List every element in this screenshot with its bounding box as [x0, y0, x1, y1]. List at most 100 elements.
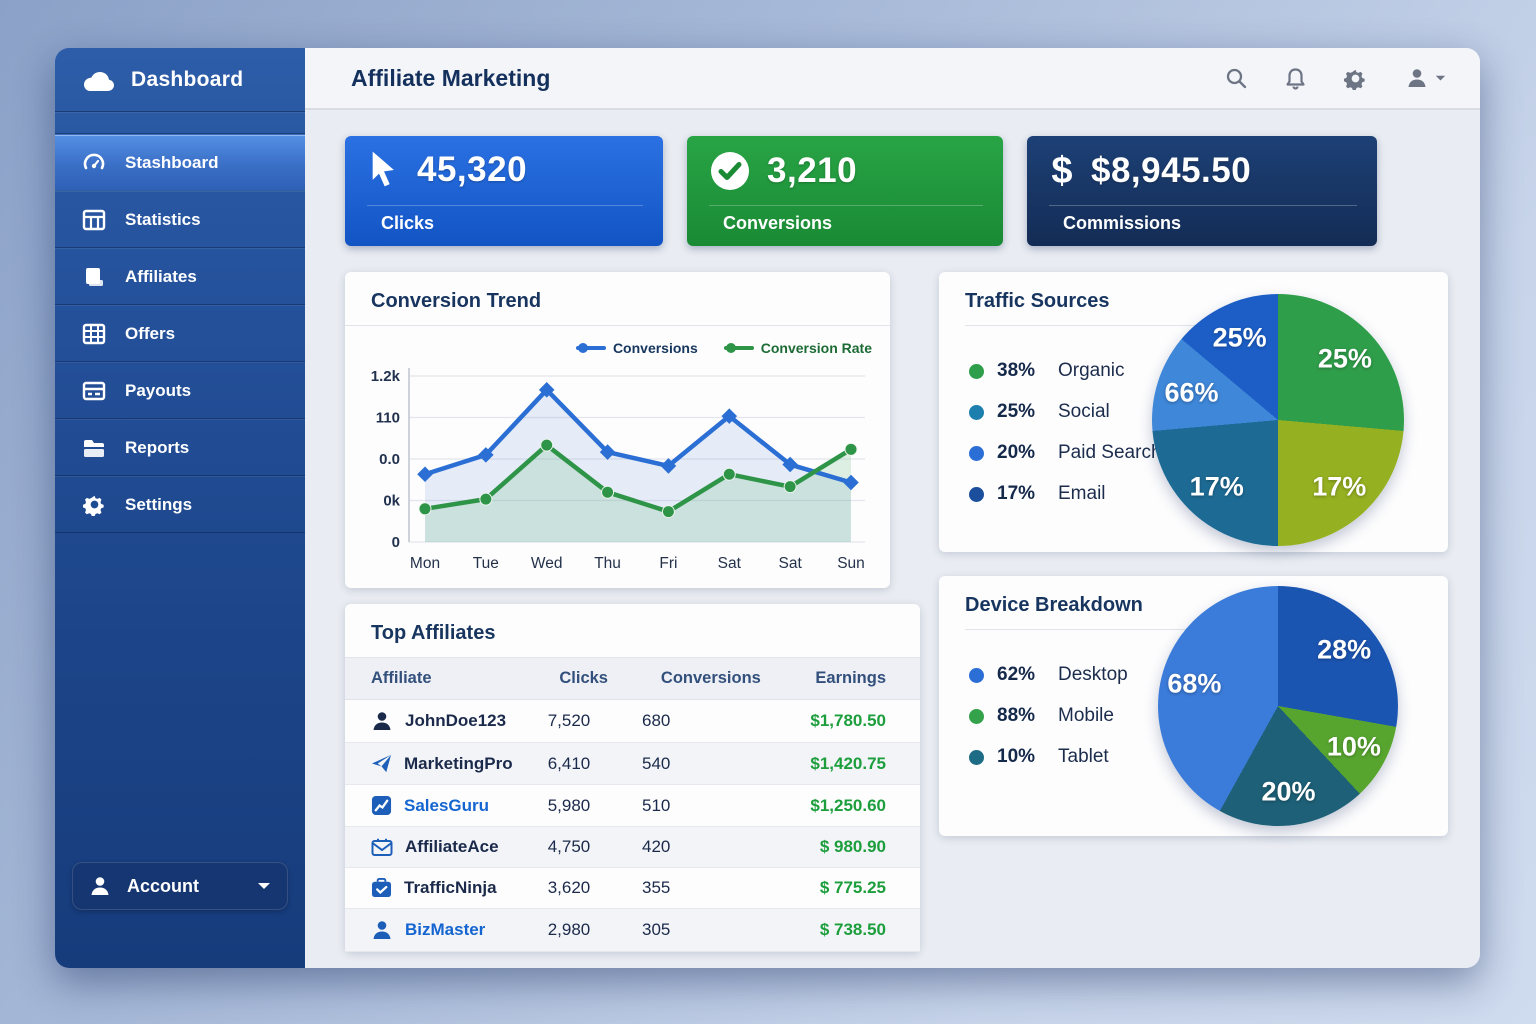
clicks-cell: 3,620: [547, 867, 642, 909]
sidebar-item-reports[interactable]: Reports: [55, 419, 305, 476]
kpi-card-clicks[interactable]: 45,320 Clicks: [345, 136, 663, 246]
sidebar-item-stashboard[interactable]: Stashboard: [55, 134, 305, 191]
content: 45,320 Clicks 3,210 Conversions $ $8,945.50 Co…: [305, 110, 1480, 968]
legend-dot: [969, 749, 984, 765]
check-circle-icon: [709, 150, 751, 192]
kpi-card-conversions[interactable]: 3,210 Conversions: [687, 136, 1003, 246]
table-icon: [81, 209, 107, 231]
sidebar-item-settings[interactable]: Settings: [55, 476, 305, 533]
legend-dot: [969, 486, 984, 502]
column-header-clicks[interactable]: Clicks: [547, 657, 642, 700]
table-row[interactable]: TrafficNinja 3,620 355 $ 775.25: [345, 867, 920, 909]
table-row[interactable]: AffiliateAce 4,750 420 $ 980.90: [345, 826, 920, 868]
device-legend: 62% Desktop 88% Mobile 10% Tablet: [969, 664, 1128, 787]
search-icon[interactable]: [1225, 67, 1247, 89]
pie-slice-label: 17%: [1189, 471, 1244, 502]
legend-dot: [969, 404, 984, 420]
chart-flag-icon: [371, 795, 392, 816]
legend-item: 20% Paid Search: [969, 442, 1162, 464]
legend-item: 10% Tablet: [969, 746, 1128, 768]
affiliate-name[interactable]: AffiliateAce: [345, 837, 538, 857]
svg-text:Mon: Mon: [410, 555, 440, 572]
page-title: Affiliate Marketing: [351, 64, 551, 91]
svg-text:Wed: Wed: [531, 555, 563, 572]
sidebar-divider: [55, 112, 305, 134]
table-row[interactable]: JohnDoe123 7,520 680 $1,780.50: [345, 699, 920, 743]
sidebar-item-label: Reports: [125, 437, 190, 457]
earnings-cell: $1,420.75: [794, 742, 920, 785]
kpi-value: 3,210: [767, 151, 858, 190]
legend-label: Desktop: [1058, 664, 1128, 685]
legend-item: 38% Organic: [969, 360, 1162, 382]
logo-label: Dashboard: [131, 67, 244, 91]
clicks-cell: 5,980: [547, 784, 642, 827]
envelope-icon: [371, 837, 393, 857]
legend-swatch: [723, 343, 754, 353]
traffic-legend: 38% Organic 25% Social 20% Paid Search 17% Emai…: [969, 360, 1162, 524]
kpi-card-commissions[interactable]: $ $8,945.50 Commissions: [1027, 136, 1377, 246]
legend-item: 62% Desktop: [969, 664, 1128, 686]
gear-icon[interactable]: [1344, 67, 1367, 90]
user-menu-icon[interactable]: [1405, 67, 1446, 89]
clicks-cell: 2,980: [547, 908, 642, 952]
column-header-conversions[interactable]: Conversions: [642, 657, 795, 700]
earnings-cell: $ 738.50: [794, 908, 920, 952]
sidebar: Dashboard Stashboard Statistics Affiliates…: [55, 48, 305, 968]
legend-label: Mobile: [1058, 705, 1114, 726]
affiliate-name[interactable]: JohnDoe123: [345, 710, 538, 732]
legend-item: Conversions: [575, 340, 698, 356]
sidebar-item-offers[interactable]: Offers: [55, 305, 305, 362]
caret-down-icon: [257, 882, 271, 891]
sidebar-item-statistics[interactable]: Statistics: [55, 191, 305, 248]
person-icon: [371, 710, 393, 732]
svg-text:$: $: [1051, 150, 1072, 192]
clicks-cell: 6,410: [547, 742, 642, 785]
chart-legend: Conversions Conversion Rate: [575, 340, 872, 356]
svg-text:0: 0: [392, 534, 400, 551]
legend-label: Conversion Rate: [760, 340, 872, 356]
kpi-value: 45,320: [417, 150, 528, 189]
caret-down-icon: [1435, 74, 1446, 83]
earnings-cell: $1,250.60: [794, 784, 920, 827]
bell-icon[interactable]: [1285, 67, 1306, 90]
legend-percent: 20%: [997, 442, 1036, 463]
app-logo[interactable]: Dashboard: [55, 48, 305, 112]
sidebar-item-affiliates[interactable]: Affiliates: [55, 248, 305, 305]
legend-swatch: [575, 343, 606, 353]
kpi-row: 45,320 Clicks 3,210 Conversions $ $8,945.50 Co…: [345, 136, 1448, 246]
legend-percent: 62%: [997, 664, 1036, 685]
svg-text:Thu: Thu: [594, 555, 621, 572]
main-area: Affiliate Marketing 45,320 Clicks 3,210 Con…: [305, 48, 1480, 968]
affiliate-name[interactable]: TrafficNinja: [345, 878, 538, 898]
conversion-trend-card: Conversion Trend Conversions Conversion R…: [345, 272, 890, 588]
top-header: Affiliate Marketing: [305, 48, 1480, 110]
table-row[interactable]: MarketingPro 6,410 540 $1,420.75: [345, 742, 920, 785]
table-row[interactable]: SalesGuru 5,980 510 $1,250.60: [345, 784, 920, 827]
svg-text:110: 110: [376, 410, 400, 427]
app-window: Dashboard Stashboard Statistics Affiliates…: [55, 48, 1480, 968]
pie-slice-label: 10%: [1326, 731, 1381, 762]
legend-label: Email: [1058, 483, 1106, 504]
svg-text:0.0: 0.0: [379, 451, 400, 468]
account-label: Account: [127, 875, 199, 896]
legend-item: 25% Social: [969, 401, 1162, 423]
pie-slice-label: 20%: [1261, 776, 1316, 807]
traffic-sources-card: Traffic Sources 38% Organic 25% Social 20% Pa…: [939, 272, 1448, 552]
clicks-cell: 7,520: [547, 699, 642, 743]
account-button[interactable]: Account: [72, 862, 288, 910]
sidebar-item-label: Stashboard: [125, 152, 219, 172]
person-icon: [371, 919, 393, 941]
sidebar-item-payouts[interactable]: Payouts: [55, 362, 305, 419]
column-header-affiliate[interactable]: Affiliate: [345, 657, 548, 700]
affiliate-name[interactable]: SalesGuru: [345, 795, 538, 816]
conversions-cell: 540: [642, 742, 795, 785]
column-header-earnings[interactable]: Earnings: [794, 657, 920, 700]
svg-text:Sat: Sat: [718, 555, 742, 572]
table-row[interactable]: BizMaster 2,980 305 $ 738.50: [345, 908, 920, 952]
affiliate-name[interactable]: MarketingPro: [345, 753, 538, 774]
traffic-pie-chart: 25% 17% 17% 66% 25%: [1152, 294, 1404, 546]
person-icon: [89, 875, 111, 897]
pie-slice-label: 25%: [1317, 343, 1372, 374]
affiliate-name[interactable]: BizMaster: [345, 919, 538, 941]
sidebar-menu: Stashboard Statistics Affiliates Offers Payo…: [55, 134, 305, 533]
